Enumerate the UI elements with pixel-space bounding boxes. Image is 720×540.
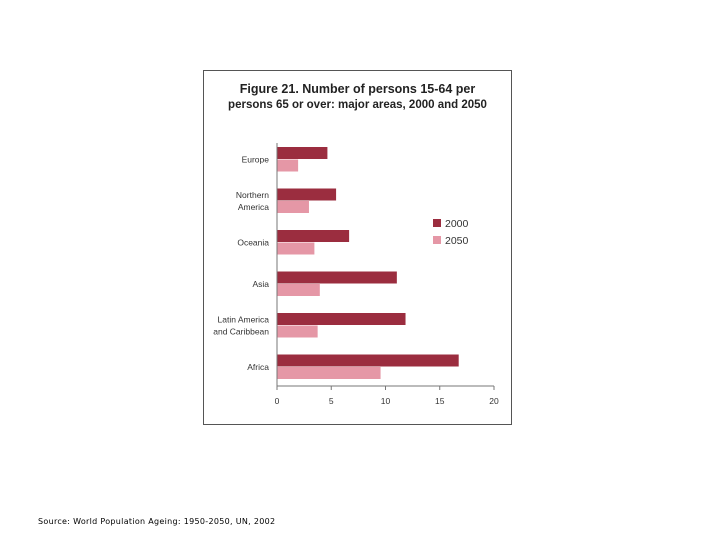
category-label-latin-america-and-caribbean: Latin America and Caribbean: [213, 315, 269, 337]
bar-europe-2050: [277, 159, 299, 172]
x-tick-label-15: 15: [435, 396, 445, 406]
bar-oceania-2050: [277, 242, 315, 255]
bar-asia-2050: [277, 284, 320, 296]
chart-title-line-1: Figure 21. Number of persons 15-64 per: [239, 82, 476, 96]
chart-title: Figure 21. Number of persons 15-64 per p…: [204, 81, 511, 113]
bar-northern-america-2000: [277, 188, 337, 201]
x-tick-label-5: 5: [329, 396, 334, 406]
legend-label-2050: 2050: [445, 235, 469, 247]
bar-northern-america-2050: [277, 201, 309, 213]
bar-latin-america-and-caribbean-2050: [277, 325, 318, 338]
bar-africa-2000: [277, 354, 459, 367]
category-label-oceania: Oceania: [237, 238, 269, 248]
x-tick-label-10: 10: [381, 396, 391, 406]
category-label-europe: Europe: [242, 155, 270, 165]
bar-chart: 0 5 10 15 20 Europe Northern America Oceania Asia…: [213, 143, 499, 406]
category-label-asia: Asia: [252, 279, 269, 289]
category-label-africa: Africa: [247, 362, 269, 372]
legend-label-2000: 2000: [445, 218, 469, 230]
legend-swatch-2000: [433, 219, 441, 227]
legend-swatch-2050: [433, 236, 441, 244]
x-tick-label-0: 0: [275, 396, 280, 406]
source-note: Source: World Population Ageing: 1950-20…: [38, 517, 276, 526]
category-label-northern-america: Northern America: [236, 190, 269, 212]
bar-oceania-2000: [277, 230, 350, 242]
x-tick-label-20: 20: [489, 396, 499, 406]
chart-title-line-2: persons 65 or over: major areas, 2000 an…: [228, 99, 487, 111]
bar-africa-2050: [277, 367, 381, 379]
bar-europe-2000: [277, 147, 328, 159]
figure-frame: Figure 21. Number of persons 15-64 per p…: [203, 70, 512, 425]
bar-asia-2000: [277, 271, 397, 284]
bar-latin-america-and-caribbean-2000: [277, 313, 406, 325]
